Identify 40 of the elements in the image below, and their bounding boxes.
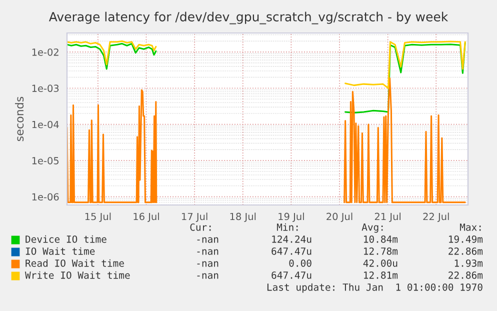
text: 22.86m [448, 247, 483, 255]
text: 10.84m [364, 235, 398, 243]
text: 22.86m [448, 271, 483, 279]
legend-label: Read IO Wait time [26, 259, 124, 267]
y-tick-label: 1e-04 [32, 120, 59, 128]
y-tick-label: 1e-06 [32, 193, 59, 201]
x-tick-label: 22 Jul [423, 212, 449, 222]
x-tick-label: 19 Jul [278, 212, 304, 222]
text: 647.47u [272, 247, 312, 255]
legend-label: Write IO Wait time [25, 271, 130, 279]
y-axis-title: seconds [15, 96, 24, 142]
x-tick-label: 16 Jul [134, 212, 159, 222]
legend-label: Device IO time [26, 235, 106, 243]
text: 19.49m [449, 235, 483, 243]
y-tick-label: 1e-05 [32, 157, 59, 164]
x-tick-label: 15 Jul [85, 212, 111, 222]
text: Min: [276, 223, 298, 231]
x-tick-label: 21 Jul [374, 212, 400, 222]
text: -nan [197, 261, 218, 267]
text: -nan [197, 237, 218, 243]
text: Avg: [362, 224, 383, 233]
text: 1.93m [454, 259, 483, 267]
x-tick-label: 20 Jul [326, 212, 352, 222]
x-tick-label: 17 Jul [182, 212, 208, 222]
text: 124.24u [272, 235, 312, 243]
text: 0.00 [289, 259, 312, 267]
text: Cur: [190, 223, 211, 231]
text: 12.81m [364, 271, 398, 279]
text: 647.47u [272, 271, 312, 279]
chart-title: Average latency for /dev/dev_gpu_scratch_vg/scratch - by week [48, 12, 448, 24]
y-tick-label: 1e-03 [32, 84, 59, 92]
text: 12.78m [364, 247, 398, 255]
text: -nan [197, 273, 218, 279]
text: Last update: Thu Jan 1 01:00:00 1970 [267, 283, 482, 293]
x-tick-label: 18 Jul [230, 212, 256, 222]
y-tick-label: 1e-02 [32, 48, 58, 56]
text: 42.00u [363, 259, 398, 267]
legend-label: IO Wait time [26, 247, 95, 255]
text: Max: [460, 224, 481, 231]
text: -nan [197, 249, 218, 255]
